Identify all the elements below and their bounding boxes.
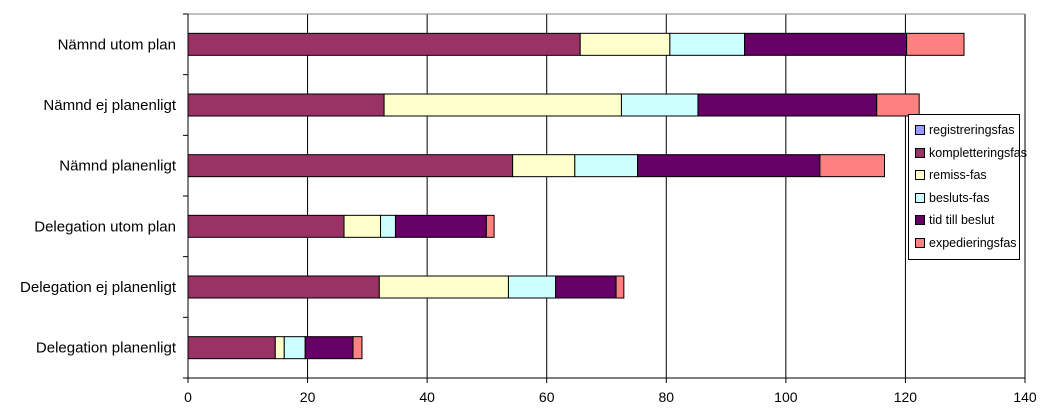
x-tick-label: 0	[184, 389, 192, 405]
legend-item: expedieringsfas	[915, 232, 1019, 255]
bar-segment	[283, 336, 306, 360]
bar-segment	[744, 32, 908, 56]
bar-segment	[485, 214, 495, 238]
x-tick-labels: 0 20 40 60 80 100 120 140	[184, 389, 1037, 405]
bar-segment	[394, 214, 487, 238]
legend-item: registreringsfas	[915, 119, 1019, 142]
bar-segment	[819, 154, 886, 178]
bar-segment	[304, 336, 354, 360]
bar-segment	[876, 93, 920, 117]
bar-segment	[187, 32, 581, 56]
category-label: Delegation planenligt	[36, 340, 177, 357]
bars	[187, 32, 965, 360]
legend-swatch	[915, 170, 925, 181]
category-label: Delegation ej planenligt	[20, 279, 177, 296]
axes	[183, 13, 1026, 383]
bar-segment	[579, 32, 671, 56]
legend-item: tid till beslut	[915, 209, 1019, 232]
bar-segment	[906, 32, 965, 56]
category-label: Delegation utom plan	[34, 218, 176, 235]
bar-segment	[187, 154, 514, 178]
category-label: Nämnd ej planenligt	[43, 97, 176, 114]
bar-segment	[343, 214, 382, 238]
bar-segment	[637, 154, 821, 178]
legend-label: expedieringsfas	[929, 235, 1017, 250]
legend-swatch	[915, 192, 925, 203]
legend-label: tid till beslut	[929, 213, 995, 228]
bar-segment	[378, 275, 509, 299]
bar-segment	[187, 336, 276, 360]
legend-swatch	[915, 237, 925, 248]
x-tick-label: 100	[774, 389, 798, 405]
bar-segment	[187, 275, 380, 299]
bar-segment	[620, 93, 699, 117]
bar-segment	[187, 93, 385, 117]
legend-swatch	[915, 147, 925, 158]
x-tick-label: 120	[894, 389, 918, 405]
gridlines	[307, 14, 1026, 378]
bar-segment	[574, 154, 639, 178]
x-tick-label: 20	[300, 389, 316, 405]
bar-segment	[383, 93, 622, 117]
x-tick-label: 80	[658, 389, 674, 405]
bar-segment	[669, 32, 746, 56]
legend-label: registreringsfas	[929, 123, 1015, 138]
category-label: Nämnd planenligt	[59, 158, 177, 175]
bar-segment	[697, 93, 878, 117]
legend-label: remiss-fas	[929, 168, 987, 183]
legend-swatch	[915, 215, 925, 226]
bar-segment	[352, 336, 363, 360]
bar-segment	[187, 214, 345, 238]
bar-segment	[507, 275, 557, 299]
legend: registreringsfas kompletteringsfas remiss-…	[908, 114, 1027, 260]
x-tick-label: 140	[1013, 389, 1037, 405]
x-tick-label: 60	[539, 389, 555, 405]
legend-item: remiss-fas	[915, 164, 1019, 187]
bar-segment	[512, 154, 576, 178]
legend-label: besluts-fas	[929, 190, 990, 205]
category-labels: Nämnd utom plan Nämnd ej planenligt Nämnd …	[20, 36, 177, 356]
category-label: Nämnd utom plan	[58, 36, 176, 53]
legend-swatch	[915, 125, 925, 136]
bar-segment	[274, 336, 285, 360]
legend-item: besluts-fas	[915, 187, 1019, 210]
bar-segment	[555, 275, 617, 299]
x-tick-label: 40	[419, 389, 435, 405]
bar-segment	[615, 275, 625, 299]
legend-item: kompletteringsfas	[915, 142, 1027, 165]
bar-segment	[380, 214, 396, 238]
legend-label: kompletteringsfas	[929, 145, 1027, 160]
